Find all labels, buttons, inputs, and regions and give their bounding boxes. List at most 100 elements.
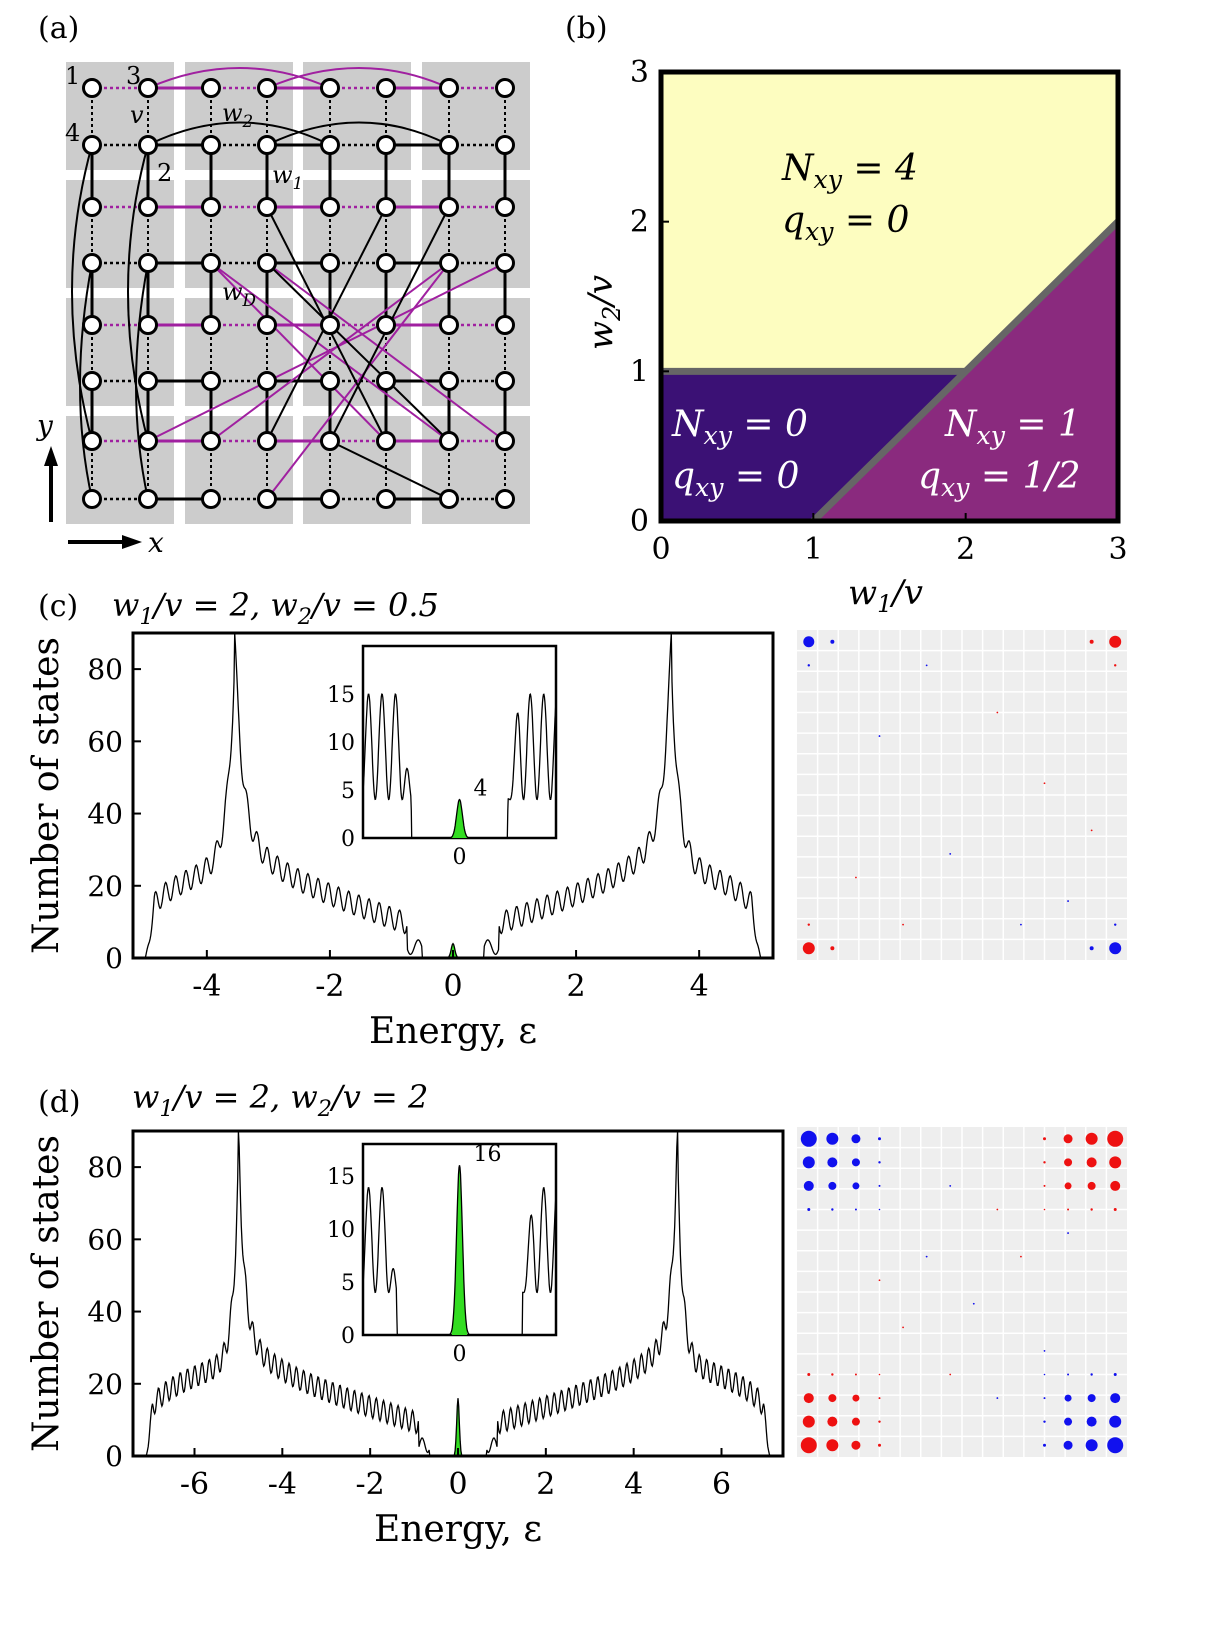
lattice-site: [257, 431, 277, 451]
amplitude-dot: [828, 1394, 837, 1403]
amplitude-dot: [878, 1161, 881, 1164]
amplitude-dot: [851, 1158, 860, 1167]
amplitude-dot: [1064, 1158, 1073, 1167]
lattice-site: [138, 78, 158, 98]
w2-arc-vertical: [71, 144, 93, 442]
phase-ylabel: w2/v: [581, 275, 626, 350]
dos-ytick: 80: [87, 1151, 123, 1184]
lattice-site: [439, 431, 459, 451]
lattice-site: [82, 78, 102, 98]
amplitude-dot: [1043, 782, 1046, 785]
lattice-site: [201, 431, 221, 451]
dos-xlabel: Energy, ε: [374, 1509, 542, 1550]
amplitude-dot: [1064, 1182, 1072, 1190]
phase-xtick: 1: [804, 532, 823, 567]
lattice-site: [201, 315, 221, 335]
lattice-site: [82, 197, 102, 217]
phase-ytick: 3: [630, 55, 649, 90]
lattice-site: [376, 253, 396, 273]
dos-xtick: 2: [536, 1467, 555, 1502]
amplitude-dot: [852, 1394, 860, 1402]
amplitude-dot: [1090, 829, 1093, 832]
lattice-site: [257, 371, 277, 391]
amplitude-dot: [996, 1397, 999, 1399]
amplitude-dot: [878, 1443, 881, 1447]
amplitude-dot: [1089, 946, 1094, 951]
lattice-site: [257, 135, 277, 155]
panel-c-title: w1/v = 2, w2/v = 0.5: [112, 586, 439, 630]
unit-cell: [66, 416, 174, 524]
unit-cell: [422, 62, 530, 170]
inset-zero-mode-peak: [451, 799, 468, 838]
diagonal-bond-magenta: [210, 262, 387, 442]
lattice-site: [439, 253, 459, 273]
lattice-site: [138, 489, 158, 509]
amplitude-dot: [1020, 923, 1022, 926]
site-label-4: 4: [65, 119, 80, 147]
lattice-site: [376, 135, 396, 155]
amplitude-dot: [1087, 1181, 1096, 1190]
dos-ytick: 0: [105, 1440, 123, 1473]
amplitude-dot: [1113, 1373, 1117, 1376]
amplitude-dot: [902, 923, 904, 926]
amplitude-dot: [854, 1373, 857, 1376]
amplitude-dot: [826, 1132, 839, 1145]
inset-peak-label: 4: [474, 777, 488, 802]
dos-ylabel: Number of states: [26, 1135, 67, 1452]
amplitude-dot: [1089, 639, 1094, 644]
amplitude-dot: [1114, 664, 1117, 667]
lattice-site: [439, 489, 459, 509]
axis-x-label: x: [148, 526, 164, 559]
lattice-site: [138, 431, 158, 451]
amplitude-dot: [852, 1182, 860, 1190]
amplitude-dot: [828, 1181, 837, 1190]
amplitude-dot: [1043, 1373, 1046, 1376]
amplitude-dot: [949, 1185, 952, 1187]
amplitude-dot: [803, 1180, 814, 1191]
lattice-site: [495, 489, 515, 509]
lattice-site: [138, 371, 158, 391]
dos-curve: [133, 1130, 783, 1457]
panel-a-label: (a): [38, 11, 79, 46]
w2-arc-vertical: [79, 262, 93, 500]
amplitude-dot: [1064, 1394, 1072, 1402]
w2-arc: [266, 121, 450, 146]
amplitude-dot: [1043, 1443, 1046, 1447]
lattice-site: [201, 371, 221, 391]
amplitude-dot: [1043, 1208, 1046, 1211]
diagonal-bond-magenta: [266, 262, 506, 442]
dos-xlabel: Energy, ε: [369, 1011, 537, 1052]
dos-xtick: -4: [268, 1467, 297, 1502]
phase-diagram: 0 1 2 3 0 1 2 3: [630, 55, 1128, 567]
unit-cell: [303, 62, 411, 170]
amplitude-dot: [831, 1373, 834, 1376]
amplitude-dot: [1086, 1157, 1097, 1168]
lattice-site: [495, 371, 515, 391]
panel-b-label: (b): [565, 11, 608, 46]
lattice-site: [376, 78, 396, 98]
inset-ytick: 10: [327, 1218, 355, 1243]
inset-peak-label: 16: [474, 1142, 502, 1167]
amplitude-dot: [949, 1373, 952, 1376]
phase-ytick: 1: [630, 354, 649, 389]
dos-ytick: 40: [87, 1296, 123, 1329]
w2-arc: [266, 67, 450, 89]
amplitude-dot: [803, 636, 815, 648]
lattice-site: [439, 315, 459, 335]
inset-ytick: 0: [341, 827, 355, 852]
amplitude-dot: [1110, 1393, 1121, 1404]
lattice-site: [495, 197, 515, 217]
lattice-site: [439, 197, 459, 217]
amplitude-dot: [1067, 900, 1069, 902]
phase-xtick: 2: [956, 532, 975, 567]
inset-ytick: 15: [327, 1165, 355, 1190]
amplitude-dot: [1067, 1373, 1070, 1376]
lattice-site: [439, 78, 459, 98]
unit-cell: [303, 180, 411, 288]
amplitude-dot: [851, 1440, 861, 1450]
phase-ytick: 0: [630, 504, 649, 539]
lattice-site: [201, 197, 221, 217]
amplitude-dot: [1109, 1156, 1122, 1169]
amplitude-dot: [902, 1326, 904, 1329]
inset-ytick: 5: [341, 1271, 355, 1296]
